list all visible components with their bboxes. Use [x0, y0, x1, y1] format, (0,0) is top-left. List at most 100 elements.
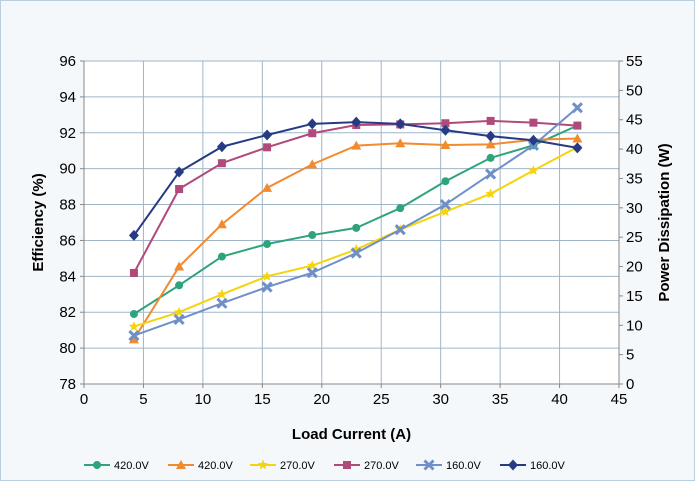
data-point	[485, 168, 497, 180]
data-point	[128, 229, 139, 241]
y2-tick-label: 30	[626, 200, 643, 217]
data-point	[128, 321, 140, 332]
y-tick-label: 86	[59, 232, 76, 249]
data-point	[262, 129, 273, 141]
data-point	[173, 313, 185, 325]
legend-marker	[423, 459, 435, 471]
x-tick-label: 25	[373, 391, 390, 408]
data-point	[573, 121, 582, 130]
data-point	[571, 102, 583, 114]
data-point	[174, 261, 185, 271]
data-point	[440, 124, 451, 136]
y-tick-label: 94	[59, 89, 76, 106]
y2-tick-label: 25	[626, 229, 643, 246]
legend: 420.0V 420.0V 270.0V 270.0V 160.0V 160.0V	[84, 459, 566, 472]
data-point	[175, 185, 184, 194]
legend-label: 270.0V	[280, 460, 316, 472]
data-point	[307, 260, 318, 271]
y2-tick-label: 10	[626, 317, 643, 334]
data-point	[351, 140, 362, 150]
data-point	[216, 141, 227, 153]
legend-label: 420.0V	[114, 460, 150, 472]
legend-item: 160.0V	[416, 459, 482, 472]
x-tick-label: 5	[139, 391, 147, 408]
data-point	[351, 243, 362, 254]
data-point	[261, 281, 273, 293]
legend-item: 420.0V	[84, 460, 150, 472]
y2-tick-label: 50	[626, 82, 643, 99]
y-tick-label: 90	[59, 161, 76, 178]
y2-tick-label: 0	[626, 376, 634, 393]
data-point	[308, 129, 317, 138]
legend-item: 420.0V	[168, 460, 234, 472]
data-point	[350, 247, 362, 259]
data-point	[306, 267, 318, 279]
y2-tick-label: 45	[626, 112, 643, 129]
data-point	[572, 133, 583, 143]
legend-label: 160.0V	[530, 460, 566, 472]
y-tick-label: 78	[59, 376, 76, 393]
data-point	[441, 119, 450, 128]
data-point	[307, 159, 318, 169]
data-point	[441, 177, 450, 186]
y2-tick-label: 20	[626, 259, 643, 276]
x-tick-label: 10	[195, 391, 212, 408]
data-point	[572, 142, 583, 154]
x-tick-label: 0	[80, 391, 88, 408]
data-point	[216, 288, 228, 299]
data-point	[263, 240, 272, 249]
x-tick-label: 15	[254, 391, 271, 408]
x-tick-label: 35	[492, 391, 509, 408]
data-point	[261, 270, 273, 281]
y2-tick-label: 55	[626, 53, 643, 70]
y-tick-label: 96	[59, 53, 76, 70]
y-tick-label: 80	[59, 340, 76, 357]
legend-label: 160.0V	[446, 460, 482, 472]
series-5	[128, 116, 583, 241]
data-point	[263, 143, 272, 152]
legend-marker	[257, 459, 269, 470]
data-point	[396, 204, 405, 213]
data-point	[128, 329, 140, 342]
data-point	[528, 164, 539, 175]
data-point	[440, 206, 451, 217]
y2-tick-label: 15	[626, 288, 643, 305]
data-point	[486, 116, 495, 125]
data-point	[486, 153, 495, 162]
legend-marker	[93, 461, 101, 469]
y-tick-label: 84	[59, 268, 76, 285]
x-tick-label: 45	[611, 391, 628, 408]
data-point	[351, 116, 362, 128]
data-point	[217, 252, 226, 261]
data-point	[262, 182, 273, 192]
legend-marker	[508, 459, 518, 471]
x-tick-label: 30	[432, 391, 449, 408]
y-tick-label: 88	[59, 197, 76, 214]
data-point	[528, 134, 539, 146]
plot-area: 0 5 10 15 20 25 30 35 40 45 78 80 82 84 86 88 90 92 94 96 0 5…	[59, 53, 642, 408]
x-tick-label: 20	[313, 391, 330, 408]
data-point	[394, 224, 406, 236]
legend-label: 270.0V	[364, 460, 400, 472]
data-point	[440, 139, 451, 149]
data-point	[308, 231, 317, 240]
legend-item: 270.0V	[250, 459, 316, 472]
data-point	[129, 310, 138, 319]
y2-tick-label: 35	[626, 170, 643, 187]
data-point	[307, 118, 318, 130]
legend-label: 420.0V	[198, 460, 234, 472]
y-axis-title: Efficiency (%)	[30, 173, 47, 271]
data-point	[395, 118, 406, 130]
data-point	[174, 166, 185, 178]
legend-item: 270.0V	[334, 460, 400, 472]
data-point	[485, 188, 496, 199]
y2-axis-title: Power Dissipation (W)	[656, 143, 673, 301]
data-point	[485, 130, 496, 142]
x-axis-title: Load Current (A)	[292, 426, 411, 443]
data-point	[395, 138, 406, 148]
legend-marker	[176, 460, 186, 469]
data-point	[128, 334, 139, 344]
y2-tick-label: 5	[626, 347, 634, 364]
legend-marker	[343, 461, 351, 469]
